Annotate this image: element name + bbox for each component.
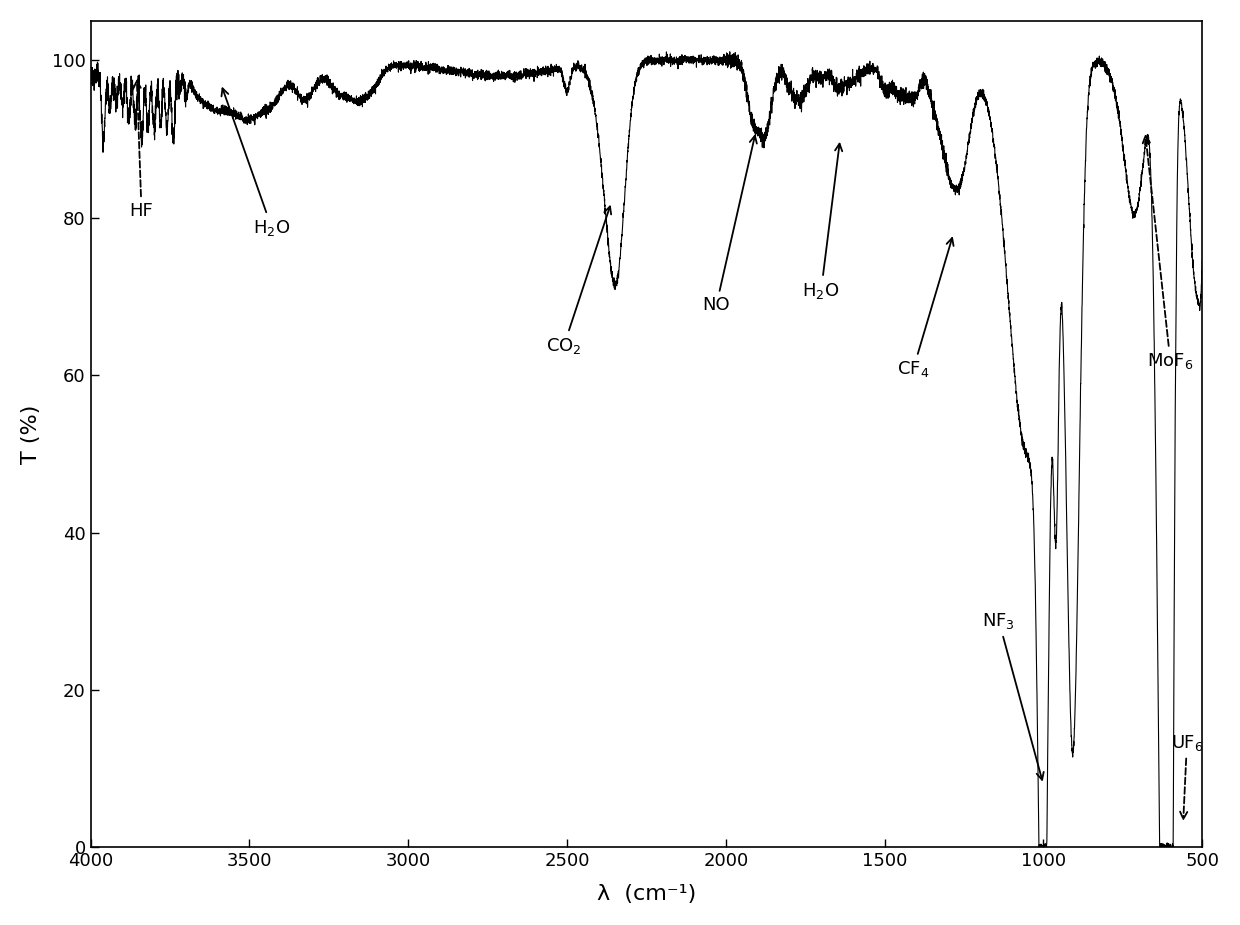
Text: NO: NO: [703, 136, 756, 314]
Text: UF$_6$: UF$_6$: [1171, 733, 1203, 819]
Text: HF: HF: [130, 80, 154, 220]
Text: CF$_4$: CF$_4$: [897, 238, 954, 379]
X-axis label: λ  (cm⁻¹): λ (cm⁻¹): [596, 884, 696, 904]
Y-axis label: T (%): T (%): [21, 404, 41, 463]
Text: NF$_3$: NF$_3$: [982, 611, 1044, 780]
Text: MoF$_6$: MoF$_6$: [1143, 136, 1194, 372]
Text: H$_2$O: H$_2$O: [222, 88, 290, 238]
Text: H$_2$O: H$_2$O: [802, 143, 842, 301]
Text: CO$_2$: CO$_2$: [546, 206, 611, 356]
